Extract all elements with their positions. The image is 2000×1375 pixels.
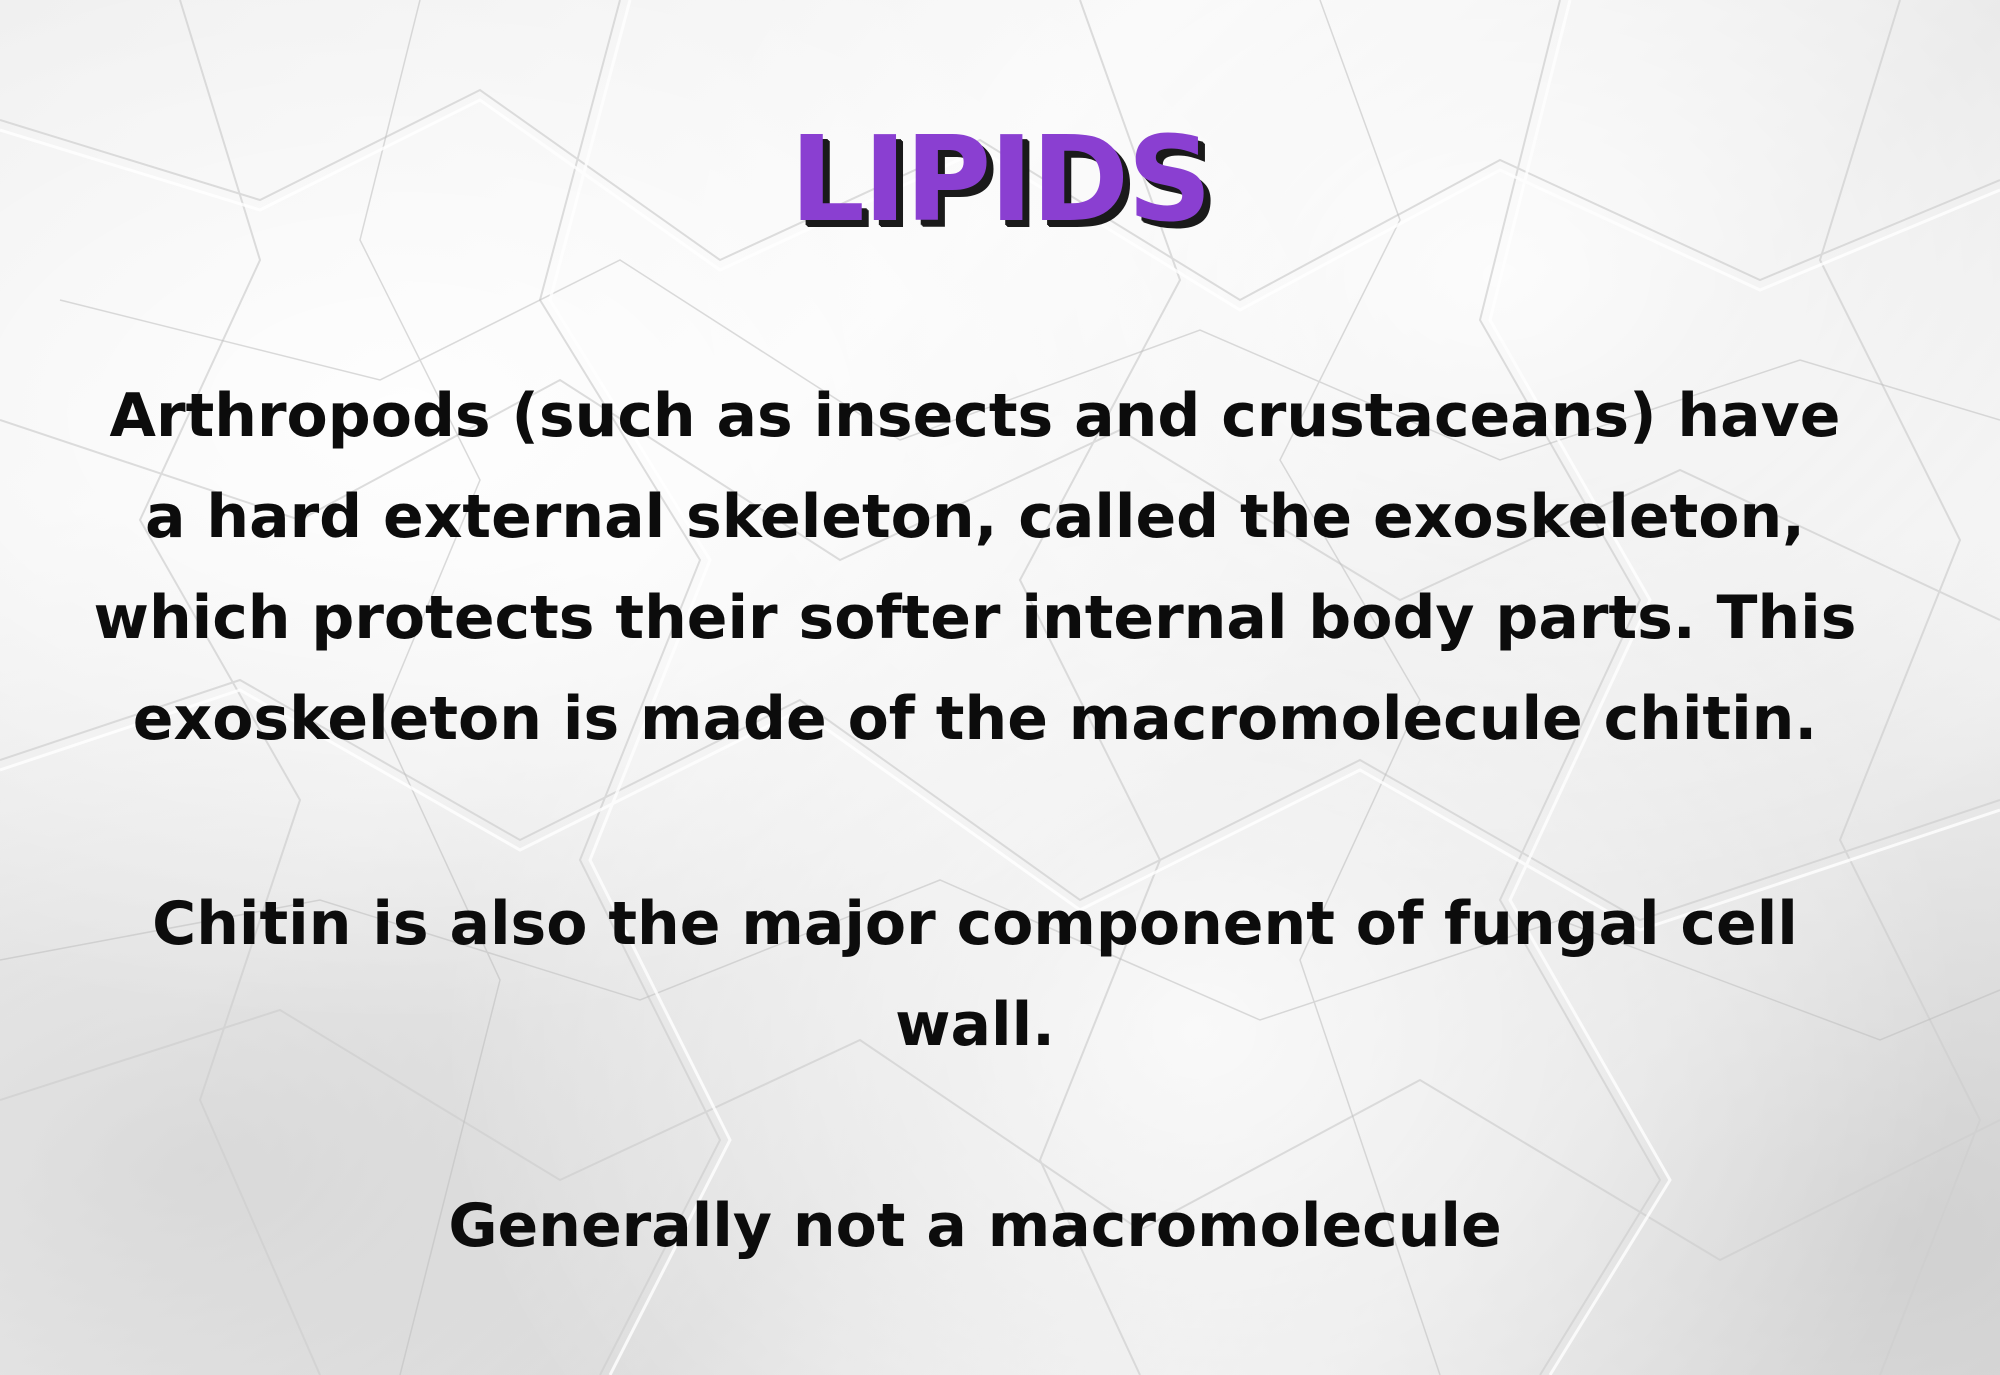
slide-title: LIPIDS: [789, 110, 1212, 248]
paragraph-not-macromolecule: Generally not a macromolecule: [448, 1191, 1502, 1261]
paragraph-fungal-cell-wall: Chitin is also the major component of fu…: [152, 889, 1798, 1060]
paragraph-exoskeleton: Arthropods (such as insects and crustace…: [93, 381, 1857, 754]
